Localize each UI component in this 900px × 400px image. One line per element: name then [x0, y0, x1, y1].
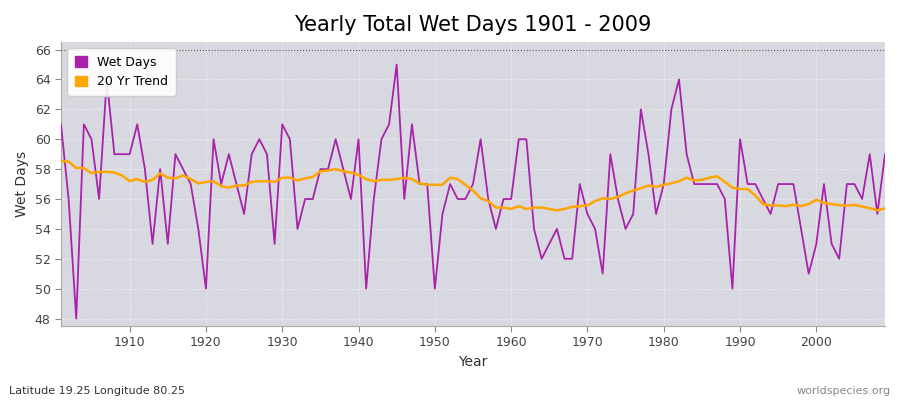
20 Yr Trend [330, 167, 341, 172]
Wet Days [513, 137, 524, 142]
20 Yr Trend [879, 206, 890, 211]
Wet Days [71, 316, 82, 321]
20 Yr Trend [498, 205, 508, 210]
Line: Wet Days: Wet Days [61, 64, 885, 318]
20 Yr Trend [117, 173, 128, 178]
20 Yr Trend [56, 158, 67, 163]
Wet Days [392, 62, 402, 67]
20 Yr Trend [506, 206, 517, 211]
X-axis label: Year: Year [458, 355, 488, 369]
Line: 20 Yr Trend: 20 Yr Trend [61, 161, 885, 210]
20 Yr Trend [552, 208, 562, 213]
Wet Days [613, 197, 624, 202]
Y-axis label: Wet Days: Wet Days [15, 151, 29, 217]
20 Yr Trend [605, 197, 616, 202]
Wet Days [124, 152, 135, 156]
Text: worldspecies.org: worldspecies.org [796, 386, 891, 396]
Text: Latitude 19.25 Longitude 80.25: Latitude 19.25 Longitude 80.25 [9, 386, 185, 396]
Legend: Wet Days, 20 Yr Trend: Wet Days, 20 Yr Trend [68, 48, 176, 96]
Wet Days [879, 152, 890, 156]
20 Yr Trend [284, 175, 295, 180]
Wet Days [292, 226, 303, 231]
Title: Yearly Total Wet Days 1901 - 2009: Yearly Total Wet Days 1901 - 2009 [294, 15, 652, 35]
Wet Days [338, 167, 348, 172]
Wet Days [56, 122, 67, 127]
Wet Days [521, 137, 532, 142]
